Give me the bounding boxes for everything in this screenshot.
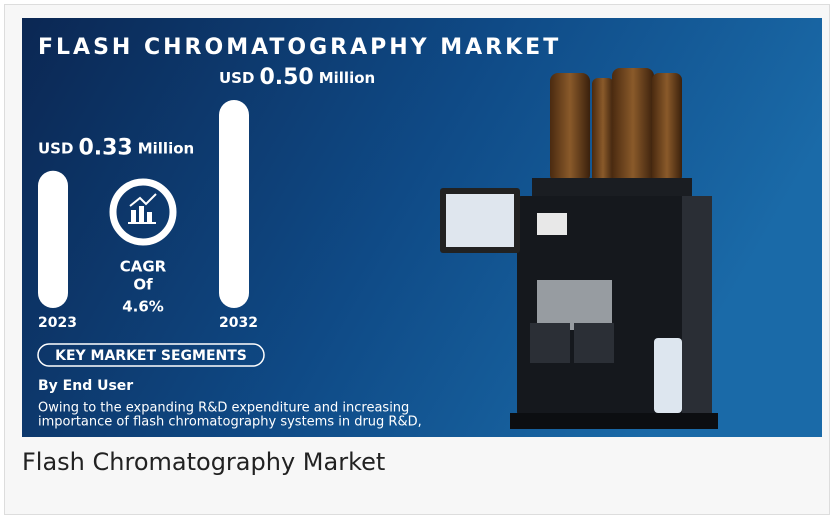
unit: Million bbox=[138, 139, 194, 157]
unit: Million bbox=[319, 69, 375, 87]
segment-name: By End User bbox=[38, 378, 133, 394]
bar bbox=[38, 171, 68, 308]
bar bbox=[219, 100, 249, 308]
cagr-label: CAGR bbox=[120, 258, 167, 276]
currency: USD bbox=[219, 69, 254, 87]
amount: 0.50 bbox=[259, 65, 313, 90]
cagr-label: Of bbox=[133, 276, 153, 294]
segments-heading: KEY MARKET SEGMENTS bbox=[55, 348, 247, 364]
caption: Flash Chromatography Market bbox=[22, 448, 385, 476]
currency: USD bbox=[38, 139, 73, 157]
year-label: 2032 bbox=[219, 315, 258, 331]
description-line: importance of flash chromatography syste… bbox=[38, 415, 422, 430]
year-label: 2023 bbox=[38, 315, 77, 331]
cagr-rate: 4.6% bbox=[122, 298, 164, 316]
infographic: FLASH CHROMATOGRAPHY MARKET 2023 USD 0.33 M… bbox=[22, 18, 822, 437]
value-label: USD 0.50 Million bbox=[219, 65, 375, 90]
description-line: Owing to the expanding R&D expenditure a… bbox=[38, 401, 409, 416]
page: FLASH CHROMATOGRAPHY MARKET 2023 USD 0.33 M… bbox=[0, 0, 836, 517]
title: FLASH CHROMATOGRAPHY MARKET bbox=[38, 35, 561, 60]
amount: 0.33 bbox=[78, 136, 132, 161]
value-label: USD 0.33 Million bbox=[38, 136, 194, 161]
